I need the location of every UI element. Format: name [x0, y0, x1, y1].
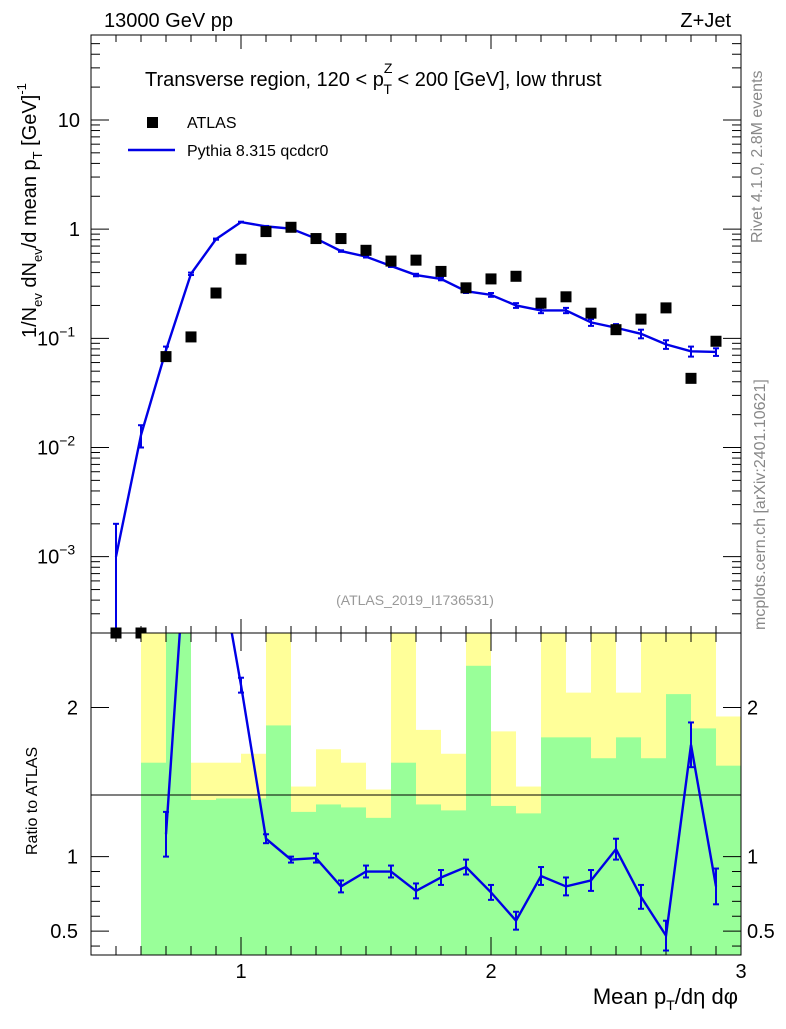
atlas-data-point — [510, 270, 522, 282]
ratio-y-tick-label-left: 2 — [67, 698, 78, 720]
atlas-data-point — [435, 265, 447, 277]
legend-label-mc: Pythia 8.315 qcdcr0 — [187, 143, 329, 160]
ratio-y-tick-label-left: 0.5 — [50, 921, 78, 943]
ratio-y-tick-label-left: 1 — [67, 847, 78, 869]
ratio-ticks: 0.5 0.5 1 1 2 2 1 2 3 — [50, 633, 775, 983]
header-left: 13000 GeV pp — [104, 10, 233, 32]
atlas-data-point — [635, 313, 647, 325]
ratio-band-inner — [441, 810, 466, 955]
ratio-band-inner — [166, 633, 191, 955]
ratio-band-inner — [366, 817, 391, 955]
main-y-tick-label: 10−1 — [37, 323, 75, 350]
atlas-data-point — [260, 226, 272, 238]
atlas-data-point — [535, 297, 547, 309]
main-marks — [110, 220, 722, 639]
ratio-band-inner — [266, 725, 291, 955]
atlas-data-point — [160, 351, 172, 363]
ratio-band-inner — [491, 805, 516, 955]
watermark: (ATLAS_2019_I1736531) — [336, 592, 494, 608]
legend-marker-atlas — [147, 117, 158, 128]
ratio-band-inner — [716, 765, 741, 955]
ratio-band-inner — [566, 737, 591, 955]
main-title: Transverse region, 120 < pZ T < 200 [GeV]… — [145, 60, 602, 97]
ratio-ylabel: Ratio to ATLAS — [24, 747, 41, 855]
atlas-data-point — [685, 372, 697, 384]
ratio-y-tick-label-right: 1 — [747, 847, 758, 869]
main-y-ticks: 10−3 10−2 10−1 1 10 — [37, 34, 742, 634]
ratio-band-inner — [616, 737, 641, 955]
ratio-band-inner — [291, 811, 316, 955]
ratio-band-inner — [466, 665, 491, 955]
atlas-data-point — [310, 233, 322, 245]
atlas-data-point — [185, 331, 197, 343]
legend-label-atlas: ATLAS — [187, 115, 237, 132]
ratio-frame — [90, 632, 742, 956]
ratio-y-tick-label-right: 0.5 — [747, 921, 775, 943]
x-axis-label: Mean pT/dη dφ — [593, 984, 738, 1013]
atlas-data-point — [210, 287, 222, 299]
atlas-data-point — [335, 233, 347, 245]
ratio-series — [163, 633, 719, 952]
mc-line — [114, 220, 717, 557]
main-y-tick-label: 10−2 — [37, 433, 75, 460]
rivet-label: Rivet 4.1.0, 2.8M events — [749, 70, 766, 243]
mcplots-label: mcplots.cern.ch [arXiv:2401.10621] — [752, 379, 769, 630]
legend: ATLAS Pythia 8.315 qcdcr0 — [128, 115, 329, 160]
atlas-data-point — [585, 307, 597, 319]
atlas-data-point — [410, 254, 422, 266]
ratio-band-inner — [391, 762, 416, 955]
header-right: Z+Jet — [680, 10, 731, 32]
ratio-band-inner — [216, 798, 241, 955]
ratio-band-inner — [591, 758, 616, 955]
ratio-bands — [141, 633, 741, 955]
atlas-data-point — [710, 335, 722, 347]
ratio-band-inner — [541, 737, 566, 955]
ratio-band-inner — [341, 807, 366, 955]
ratio-band-inner — [641, 758, 666, 955]
main-panel: 10−3 10−2 10−1 1 10 Transverse region, 120 <… — [14, 34, 742, 639]
atlas-data-point — [485, 273, 497, 285]
main-ylabel: 1/Nev dNev/d mean pT [GeV]-1 — [14, 83, 45, 338]
x-tick-label: 1 — [235, 961, 246, 983]
atlas-data-point — [385, 255, 397, 267]
atlas-data-point — [610, 324, 622, 336]
atlas-data-point — [560, 291, 572, 303]
ratio-band-inner — [241, 798, 266, 955]
ratio-band-inner — [316, 804, 341, 955]
atlas-data-point — [660, 302, 672, 314]
atlas-data-point — [460, 282, 472, 294]
main-y-tick-label: 1 — [69, 219, 80, 241]
atlas-data-point — [285, 221, 297, 233]
main-y-tick-label: 10−3 — [37, 542, 75, 569]
ratio-y-tick-label-right: 2 — [747, 698, 758, 720]
ratio-band-inner — [191, 799, 216, 955]
x-tick-label: 2 — [485, 961, 496, 983]
ratio-panel: 0.5 0.5 1 1 2 2 1 2 3 Ratio to ATLAS Mean pT/dη … — [24, 632, 775, 1013]
main-y-tick-label: 10 — [58, 110, 80, 132]
x-tick-label: 3 — [735, 961, 746, 983]
ratio-band-inner — [141, 762, 166, 955]
atlas-data-point — [235, 253, 247, 265]
ratio-marks — [163, 633, 719, 952]
atlas-data-point — [360, 244, 372, 256]
